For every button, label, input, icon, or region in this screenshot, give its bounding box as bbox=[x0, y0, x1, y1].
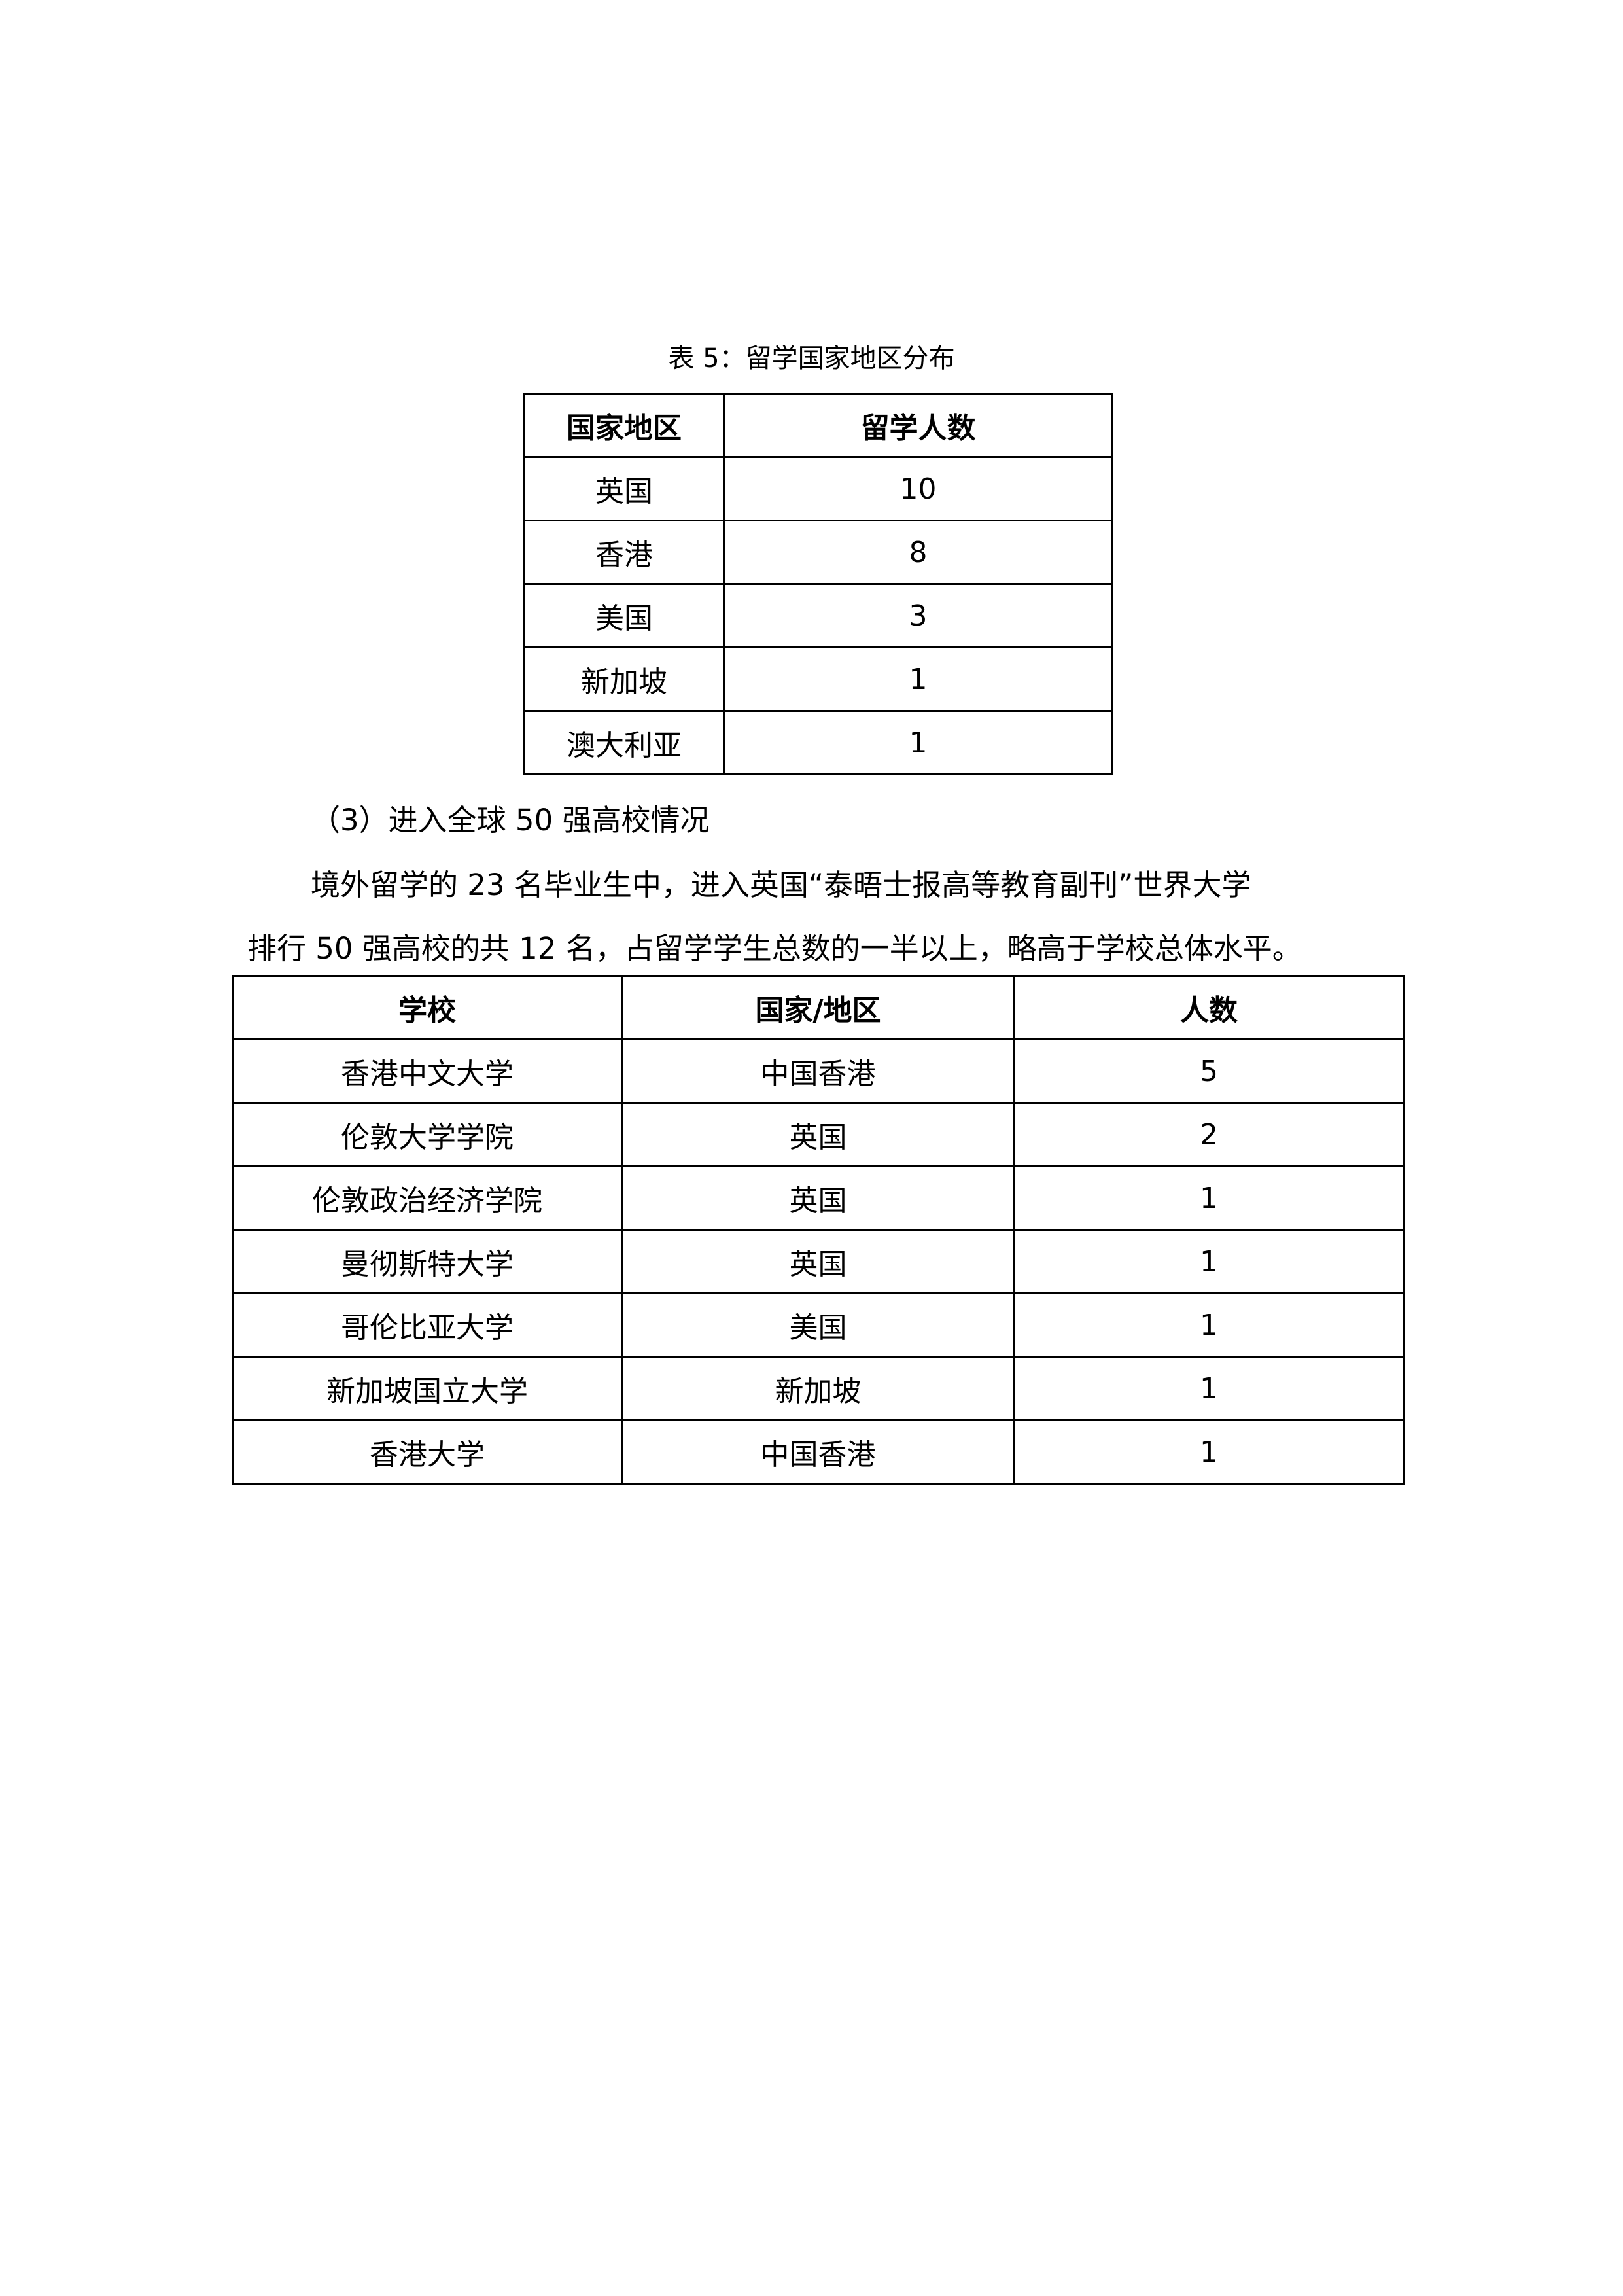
table-cell: 1 bbox=[723, 646, 1113, 712]
table-cell: 1 bbox=[1013, 1165, 1405, 1231]
table-cell: 伦敦政治经济学院 bbox=[232, 1165, 623, 1231]
table-cell: 新加坡 bbox=[523, 646, 725, 712]
table-cell: 曼彻斯特大学 bbox=[232, 1229, 623, 1294]
header-school: 学校 bbox=[232, 975, 623, 1040]
table-row: 伦敦大学学院 英国 2 bbox=[232, 1102, 1405, 1167]
table-cell: 英国 bbox=[621, 1229, 1015, 1294]
table-cell: 美国 bbox=[621, 1292, 1015, 1358]
table-row: 曼彻斯特大学 英国 1 bbox=[232, 1229, 1405, 1294]
header-count: 留学人数 bbox=[723, 393, 1113, 458]
table-cell: 澳大利亚 bbox=[523, 710, 725, 775]
table-cell: 1 bbox=[1013, 1419, 1405, 1485]
table-cell: 香港中文大学 bbox=[232, 1038, 623, 1104]
table-cell: 新加坡 bbox=[621, 1356, 1015, 1421]
table-cell: 哥伦比亚大学 bbox=[232, 1292, 623, 1358]
table-row: 澳大利亚 1 bbox=[523, 710, 1113, 775]
table-cell: 3 bbox=[723, 583, 1113, 648]
section-heading: （3）进入全球 50 强高校情况 bbox=[311, 803, 710, 838]
table-cell: 美国 bbox=[523, 583, 725, 648]
table-cell: 英国 bbox=[621, 1165, 1015, 1231]
table-row: 香港 8 bbox=[523, 520, 1113, 585]
header-count: 人数 bbox=[1013, 975, 1405, 1040]
table-cell: 英国 bbox=[621, 1102, 1015, 1167]
table-row: 新加坡国立大学 新加坡 1 bbox=[232, 1356, 1405, 1421]
table-row: 新加坡 1 bbox=[523, 646, 1113, 712]
top50-universities-table: 学校 国家/地区 人数 香港中文大学 中国香港 5 伦敦大学学院 英国 2 伦敦政治经济学院… bbox=[232, 975, 1405, 1485]
table-cell: 伦敦大学学院 bbox=[232, 1102, 623, 1167]
table-cell: 1 bbox=[1013, 1356, 1405, 1421]
table-cell: 新加坡国立大学 bbox=[232, 1356, 623, 1421]
table-cell: 1 bbox=[1013, 1229, 1405, 1294]
table-row: 伦敦政治经济学院 英国 1 bbox=[232, 1165, 1405, 1231]
table-cell: 中国香港 bbox=[621, 1038, 1015, 1104]
table-row: 美国 3 bbox=[523, 583, 1113, 648]
table-cell: 2 bbox=[1013, 1102, 1405, 1167]
table-cell: 香港大学 bbox=[232, 1419, 623, 1485]
paragraph-line-1: 境外留学的 23 名毕业生中，进入英国“泰晤士报高等教育副刊”世界大学 bbox=[311, 868, 1251, 902]
country-distribution-table: 国家地区 留学人数 英国 10 香港 8 美国 3 新加坡 1 澳大利亚 1 bbox=[523, 393, 1113, 775]
table-header-row: 学校 国家/地区 人数 bbox=[232, 975, 1405, 1040]
table-row: 香港中文大学 中国香港 5 bbox=[232, 1038, 1405, 1104]
table-row: 香港大学 中国香港 1 bbox=[232, 1419, 1405, 1485]
header-region: 国家/地区 bbox=[621, 975, 1015, 1040]
table-cell: 8 bbox=[723, 520, 1113, 585]
table-cell: 中国香港 bbox=[621, 1419, 1015, 1485]
paragraph-line-2: 排行 50 强高校的共 12 名，占留学学生总数的一半以上，略高于学校总体水平。 bbox=[247, 931, 1302, 966]
header-region: 国家地区 bbox=[523, 393, 725, 458]
table-header-row: 国家地区 留学人数 bbox=[523, 393, 1113, 458]
table-cell: 英国 bbox=[523, 456, 725, 521]
table-cell: 1 bbox=[1013, 1292, 1405, 1358]
table-cell: 香港 bbox=[523, 520, 725, 585]
table-row: 英国 10 bbox=[523, 456, 1113, 521]
table-row: 哥伦比亚大学 美国 1 bbox=[232, 1292, 1405, 1358]
table-cell: 5 bbox=[1013, 1038, 1405, 1104]
table-cell: 1 bbox=[723, 710, 1113, 775]
table1-caption: 表 5：留学国家地区分布 bbox=[668, 344, 955, 374]
table-cell: 10 bbox=[723, 456, 1113, 521]
